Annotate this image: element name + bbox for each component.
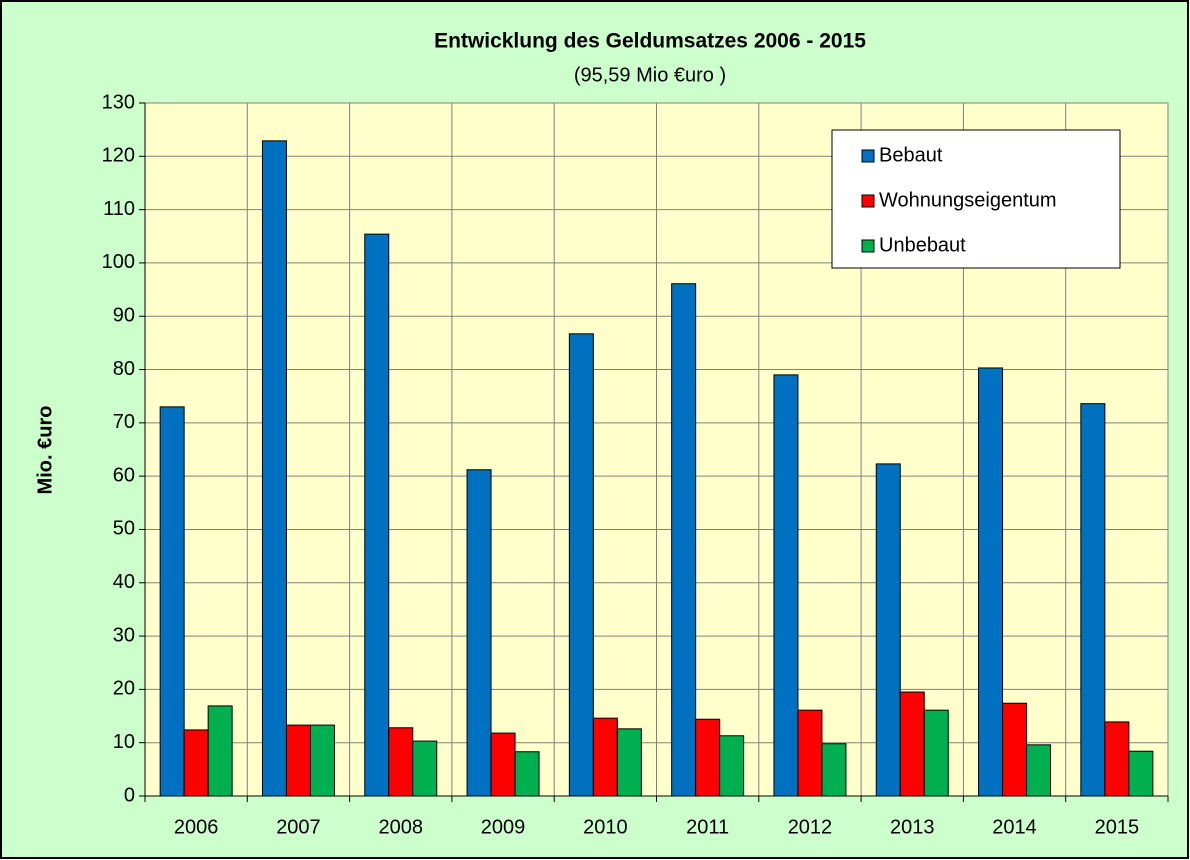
bar — [719, 735, 745, 797]
bar — [285, 724, 311, 797]
bar — [514, 751, 540, 797]
bar — [773, 374, 799, 797]
bar — [923, 709, 949, 797]
x-tick-label: 2014 — [992, 816, 1037, 838]
y-tick-label: 20 — [113, 678, 135, 700]
y-tick-label: 30 — [113, 624, 135, 646]
y-tick-label: 0 — [124, 784, 135, 806]
bar — [1080, 403, 1106, 797]
x-tick-label: 2010 — [583, 816, 628, 838]
legend-swatch — [861, 194, 875, 208]
y-tick-label: 60 — [113, 464, 135, 486]
y-tick-label: 10 — [113, 731, 135, 753]
y-tick-label: 40 — [113, 571, 135, 593]
bar — [1002, 702, 1028, 797]
bar — [797, 709, 823, 797]
bar — [364, 233, 390, 797]
x-tick-label: 2007 — [276, 816, 321, 838]
y-tick-label: 120 — [102, 145, 135, 167]
bar — [568, 333, 594, 797]
y-tick-label: 90 — [113, 305, 135, 327]
bar — [466, 469, 492, 797]
legend-box — [831, 129, 1121, 269]
legend-swatch — [861, 149, 875, 163]
bar — [899, 691, 925, 797]
legend-label: Wohnungseigentum — [879, 189, 1057, 211]
bar — [978, 367, 1004, 797]
y-tick-label: 100 — [102, 251, 135, 273]
bar — [616, 728, 642, 797]
y-axis-label: Mio. €uro — [34, 406, 56, 495]
legend-swatch — [861, 239, 875, 253]
x-tick-label: 2009 — [481, 816, 526, 838]
x-tick-label: 2011 — [686, 816, 729, 838]
bar — [671, 283, 697, 797]
legend-label: Bebaut — [879, 144, 943, 166]
bar — [388, 727, 414, 797]
x-tick-label: 2015 — [1095, 816, 1140, 838]
bar — [1026, 744, 1052, 797]
y-tick-label: 70 — [113, 411, 135, 433]
bar — [412, 740, 438, 797]
bar — [159, 406, 185, 797]
bar — [821, 743, 847, 797]
bar — [183, 729, 209, 797]
bar — [207, 705, 233, 797]
y-tick-label: 110 — [103, 198, 135, 220]
x-tick-label: 2012 — [788, 816, 833, 838]
bar — [309, 724, 335, 797]
y-tick-label: 50 — [113, 518, 135, 540]
x-tick-label: 2006 — [174, 816, 219, 838]
x-tick-label: 2008 — [379, 816, 424, 838]
bar — [490, 732, 516, 797]
chart-subtitle: (95,59 Mio €uro ) — [574, 64, 726, 86]
y-tick-label: 80 — [113, 358, 135, 380]
x-tick-label: 2013 — [890, 816, 935, 838]
bar — [695, 718, 721, 797]
legend-label: Unbebaut — [879, 234, 966, 256]
bar — [1104, 721, 1130, 797]
chart-title: Entwicklung des Geldumsatzes 2006 - 2015 — [434, 30, 866, 53]
bar — [592, 717, 618, 797]
y-tick-label: 130 — [102, 91, 135, 113]
bar — [261, 140, 287, 797]
bar — [875, 463, 901, 797]
bar — [1128, 750, 1154, 797]
